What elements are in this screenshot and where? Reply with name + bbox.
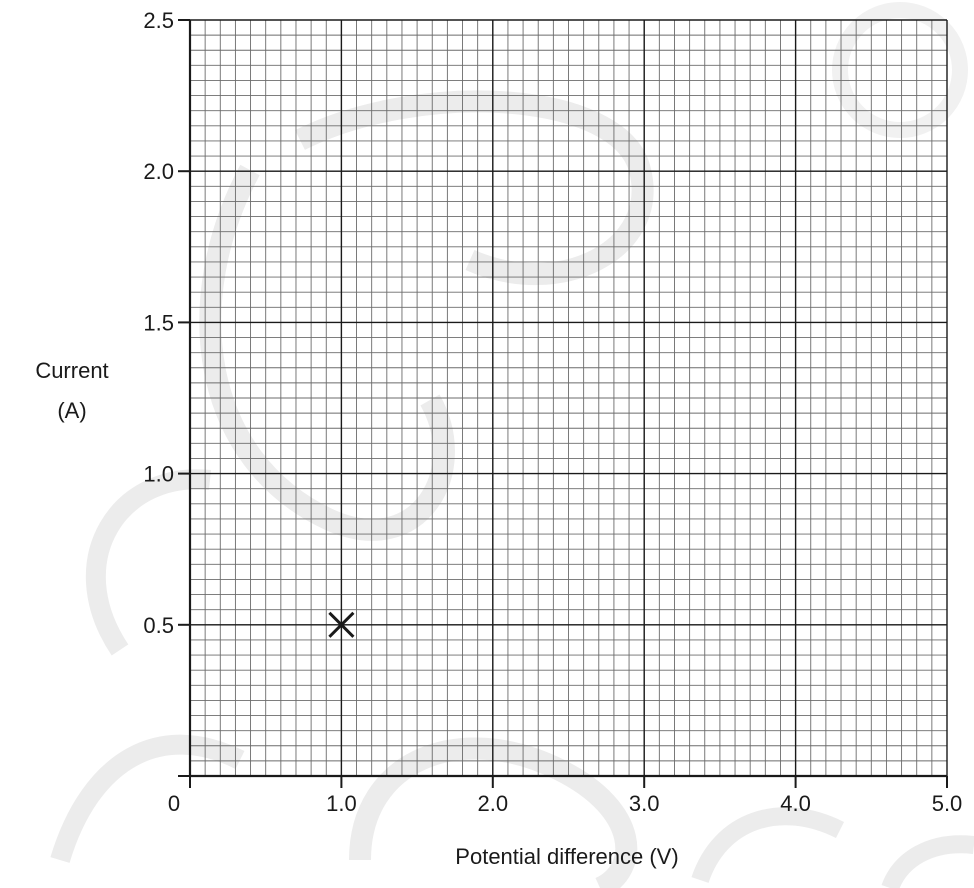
y-tick-label: 1.0 xyxy=(143,462,174,487)
watermark-logo xyxy=(50,2,974,888)
x-tick-label: 5.0 xyxy=(932,791,963,816)
data-points xyxy=(328,611,355,638)
data-point-stroke xyxy=(328,611,355,638)
y-tick-label: 2.0 xyxy=(143,159,174,184)
y-tick-label: 0.5 xyxy=(143,613,174,638)
axes xyxy=(188,20,947,778)
y-tick-label: 2.5 xyxy=(143,8,174,33)
tick-labels: 0 1.0 2.0 3.0 4.0 5.0 0.5 1.0 1.5 2.0 2.5 xyxy=(143,8,962,816)
y-tick-label: 1.5 xyxy=(143,310,174,335)
y-axis-title-line-1: Current xyxy=(35,358,108,383)
x-tick-label: 1.0 xyxy=(326,791,357,816)
x-tick-label: 4.0 xyxy=(780,791,811,816)
data-point-cross xyxy=(328,611,355,638)
tick-marks xyxy=(178,19,948,788)
y-axis-title-line-2: (A) xyxy=(57,398,86,423)
minor-gridlines xyxy=(189,19,948,777)
x-tick-label: 0 xyxy=(168,791,180,816)
x-tick-label: 2.0 xyxy=(478,791,509,816)
x-tick-label: 3.0 xyxy=(629,791,660,816)
x-axis-title: Potential difference (V) xyxy=(455,844,678,869)
